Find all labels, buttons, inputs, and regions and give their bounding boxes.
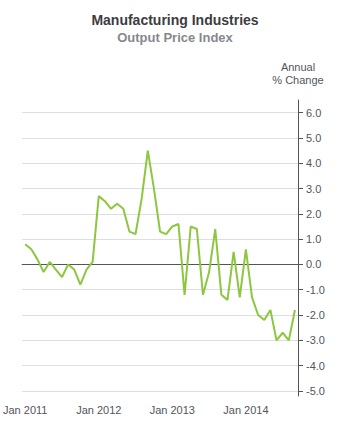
svg-text:-2.0: -2.0 [306,309,325,321]
svg-text:2.0: 2.0 [306,208,321,220]
svg-text:1.0: 1.0 [306,233,321,245]
svg-text:Manufacturing Industries: Manufacturing Industries [91,12,258,28]
svg-text:Jan 2013: Jan 2013 [150,404,195,416]
svg-text:4.0: 4.0 [306,157,321,169]
svg-text:% Change: % Change [272,74,323,86]
svg-text:-3.0: -3.0 [306,334,325,346]
svg-text:6.0: 6.0 [306,107,321,119]
svg-text:5.0: 5.0 [306,132,321,144]
svg-text:-5.0: -5.0 [306,385,325,397]
svg-text:0.0: 0.0 [306,258,321,270]
svg-text:Annual: Annual [281,61,315,73]
svg-text:Jan 2011: Jan 2011 [3,404,47,416]
svg-text:Jan 2012: Jan 2012 [76,404,121,416]
svg-text:Output Price Index: Output Price Index [117,30,233,45]
svg-text:3.0: 3.0 [306,183,321,195]
svg-text:Jan 2014: Jan 2014 [223,404,268,416]
svg-text:-1.0: -1.0 [306,284,325,296]
svg-text:-4.0: -4.0 [306,360,325,372]
